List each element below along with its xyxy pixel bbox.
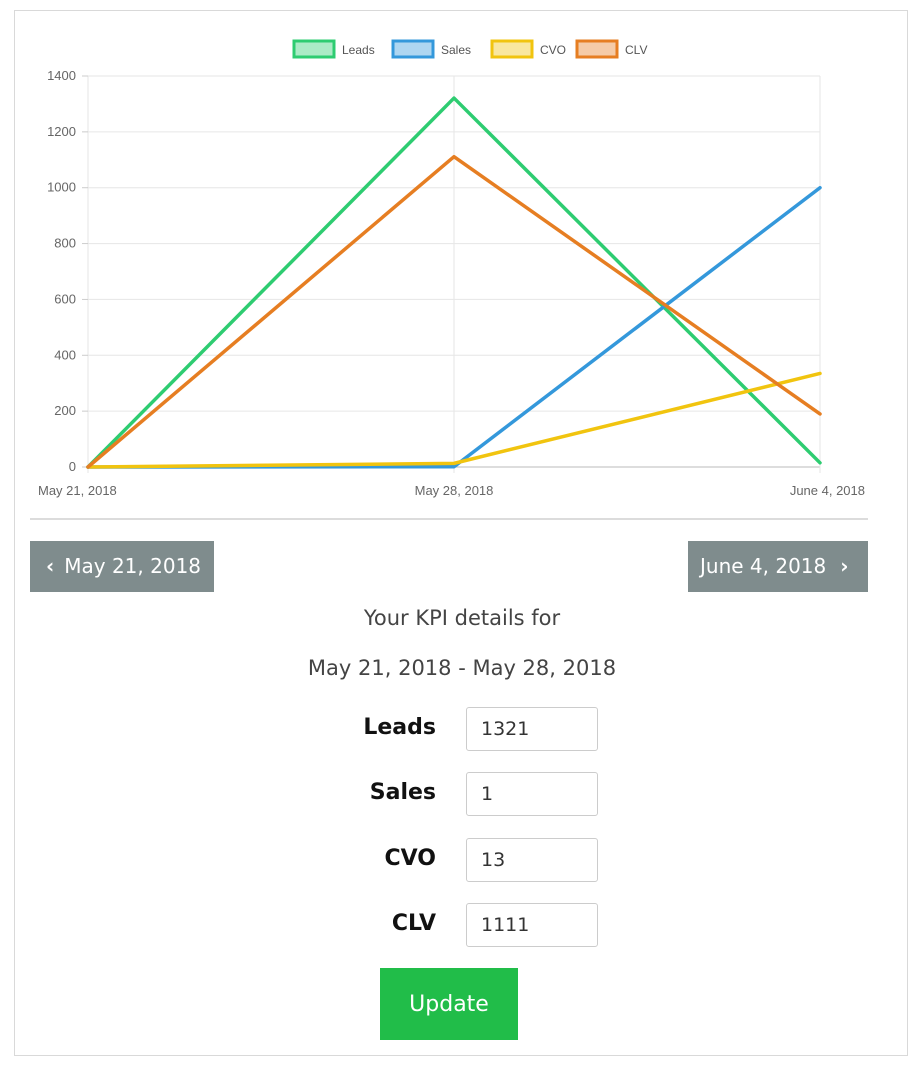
sales-input[interactable] — [466, 772, 598, 816]
legend-item-cvo[interactable]: CVO — [490, 39, 566, 59]
legend-swatch — [391, 39, 435, 59]
update-button[interactable]: Update — [380, 968, 518, 1040]
x-tick-label: May 28, 2018 — [415, 483, 494, 498]
series-line-clv — [86, 154, 822, 469]
kpi-details-heading: Your KPI details for — [363, 606, 561, 630]
section-divider — [30, 518, 868, 520]
legend-item-sales[interactable]: Sales — [391, 39, 471, 59]
series-line-cvo — [86, 371, 822, 469]
legend-swatch — [490, 39, 534, 59]
sales-label: Sales — [369, 780, 436, 805]
legend-item-clv[interactable]: CLV — [575, 39, 647, 59]
x-tick-label: June 4, 2018 — [790, 483, 865, 498]
x-tick-label: May 21, 2018 — [38, 483, 117, 498]
previous-period-button[interactable]: ‹ May 21, 2018 — [30, 541, 214, 592]
y-tick-label: 0 — [69, 459, 76, 474]
y-tick-label: 1400 — [47, 68, 76, 83]
legend-label: CLV — [625, 43, 647, 57]
clv-label: CLV — [391, 911, 436, 936]
legend-item-leads[interactable]: Leads — [292, 39, 375, 59]
chart-legend[interactable]: Leads Sales CVO CLV — [292, 39, 647, 59]
chart-series — [86, 96, 822, 469]
leads-input[interactable] — [466, 707, 598, 751]
y-tick-label: 1000 — [47, 180, 76, 195]
legend-swatch — [292, 39, 336, 59]
y-tick-label: 600 — [54, 291, 76, 306]
clv-input[interactable] — [466, 903, 598, 947]
legend-label: CVO — [540, 43, 566, 57]
chevron-right-icon: › — [840, 554, 849, 578]
previous-period-label: May 21, 2018 — [64, 554, 202, 578]
y-tick-label: 800 — [54, 236, 76, 251]
next-period-label: June 4, 2018 — [700, 554, 827, 578]
legend-label: Sales — [441, 43, 471, 57]
legend-label: Leads — [342, 43, 375, 57]
leads-label: Leads — [363, 715, 436, 740]
kpi-line-chart: 0 200 400 600 800 1000 1200 1400 May 21, 2018 May… — [38, 39, 865, 498]
chart-grid — [87, 75, 821, 473]
chevron-left-icon: ‹ — [46, 554, 55, 578]
cvo-input[interactable] — [466, 838, 598, 882]
kpi-date-range: May 21, 2018 - May 28, 2018 — [307, 656, 617, 680]
chart-axes: 0 200 400 600 800 1000 1200 1400 May 21, 2018 May… — [38, 68, 865, 498]
cvo-label: CVO — [384, 846, 437, 871]
y-tick-label: 200 — [54, 403, 76, 418]
y-tick-label: 1200 — [47, 124, 76, 139]
y-tick-label: 400 — [54, 347, 76, 362]
kpi-panel — [14, 10, 908, 1056]
series-line-leads — [86, 96, 822, 469]
legend-swatch — [575, 39, 619, 59]
next-period-button[interactable]: June 4, 2018 › — [688, 541, 868, 592]
